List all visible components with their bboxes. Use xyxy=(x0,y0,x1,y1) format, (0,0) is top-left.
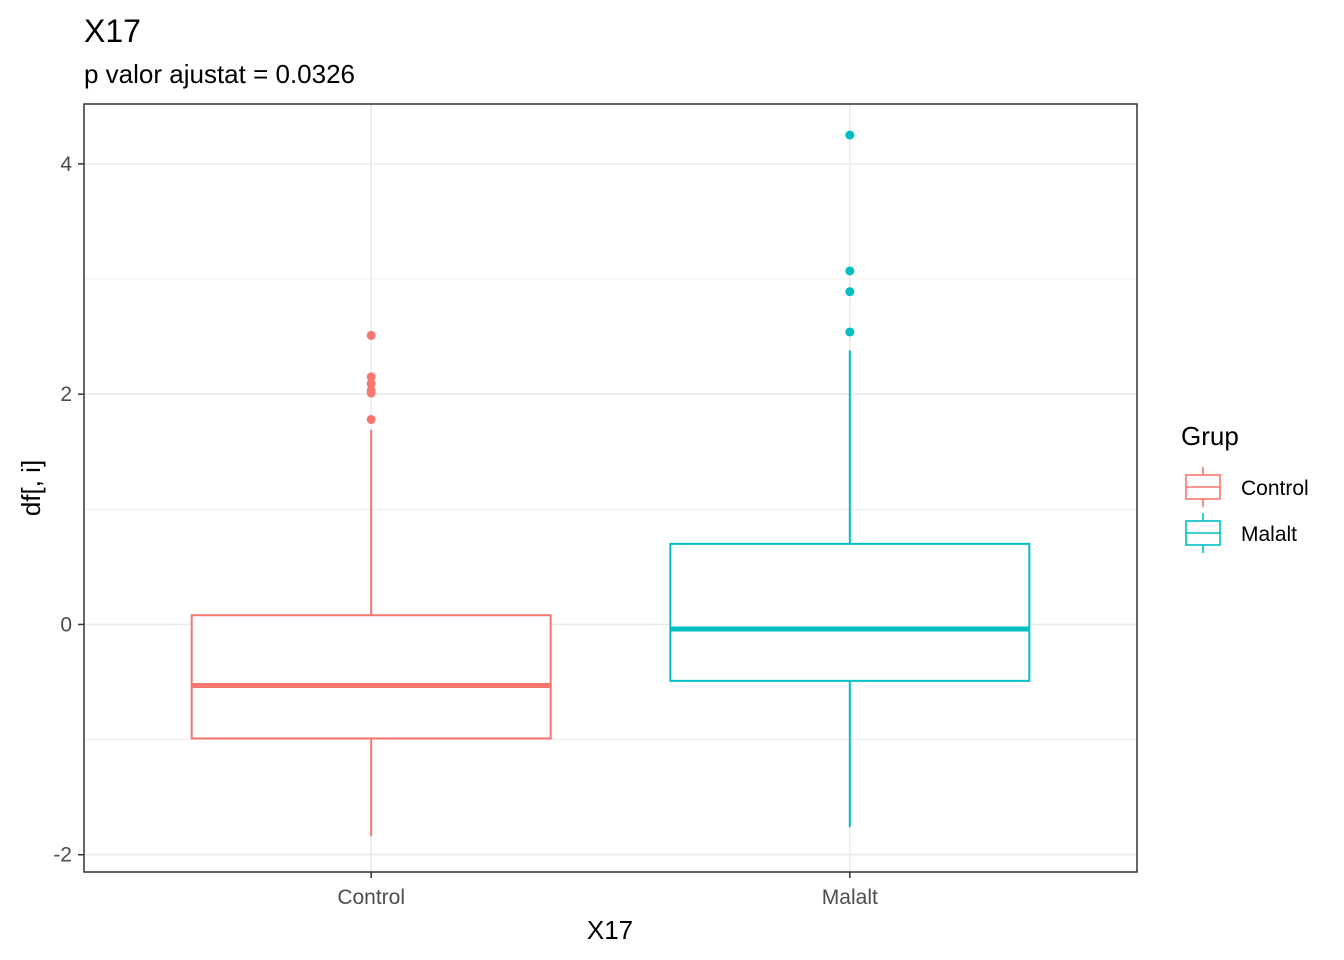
outlier-point xyxy=(845,327,855,337)
outlier-point xyxy=(366,330,376,340)
box-iqr xyxy=(190,614,552,740)
outlier-point xyxy=(845,130,855,140)
box-iqr xyxy=(669,542,1031,682)
outlier-point xyxy=(366,414,376,424)
chart-subtitle: p valor ajustat = 0.0326 xyxy=(84,59,355,89)
legend-title: Grup xyxy=(1181,421,1239,451)
outlier-point xyxy=(845,287,855,297)
outlier-point xyxy=(366,372,376,382)
y-axis-title: df[, i] xyxy=(16,460,46,516)
x-tick-label: Malalt xyxy=(822,886,878,909)
x-axis-title: X17 xyxy=(587,915,633,945)
legend-label: Control xyxy=(1241,477,1309,500)
chart-title: X17 xyxy=(84,13,141,49)
box-malalt xyxy=(669,130,1031,828)
legend-item-control: Control xyxy=(1185,467,1309,507)
boxes xyxy=(190,130,1031,837)
box-control xyxy=(190,330,552,837)
y-tick-label: 4 xyxy=(60,153,72,176)
axes: -2 0 2 4 Control Malalt xyxy=(53,153,878,909)
legend-label: Malalt xyxy=(1241,523,1297,546)
y-tick-label: -2 xyxy=(53,844,72,867)
outlier-point xyxy=(845,266,855,276)
y-tick-label: 0 xyxy=(60,613,72,636)
x-tick-label: Control xyxy=(337,886,405,909)
y-tick-label: 2 xyxy=(60,383,72,406)
plot-panel-border xyxy=(83,103,1138,873)
grid-lines xyxy=(84,104,1137,872)
outlier-point xyxy=(366,379,376,389)
outlier-point xyxy=(366,388,376,398)
legend-item-malalt: Malalt xyxy=(1185,513,1297,553)
legend: Grup Control Malalt xyxy=(1181,421,1309,553)
